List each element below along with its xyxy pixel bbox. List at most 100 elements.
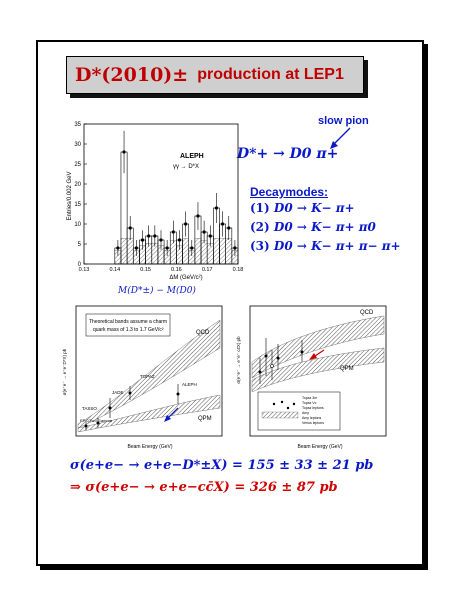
decaymode-1-formula: D0 → K− π+	[273, 201, 355, 215]
histogram-ytick-label: 25	[74, 162, 81, 168]
result-ccbar: ⇒ σ(e+e− → e+e−cc̄X) = 326 ± 87 pb	[70, 480, 338, 495]
plot-left-note-line1: Theoretical bands assume a charm	[89, 319, 167, 325]
decaymode-3: (3) D0 → K− π+ π− π+	[250, 239, 401, 253]
histogram-xtick-label: 0.17	[202, 267, 213, 273]
plot-right-legend-1: Topaz Vc	[302, 401, 317, 405]
plot-right-points	[258, 338, 304, 384]
histogram-background-bar	[213, 238, 220, 265]
histogram-point	[140, 238, 145, 242]
plot-left: Theoretical bands assume a charm quark m…	[62, 305, 223, 450]
decaymode-2-formula: D0 → K− π+ π0	[273, 220, 376, 234]
plot-right-frame	[249, 305, 387, 437]
plot-left-exp-topaz: TOPAZ	[140, 374, 155, 379]
slow-pion-label: slow pion	[318, 115, 369, 127]
histogram-point	[128, 226, 132, 230]
histogram-point	[177, 238, 182, 242]
plot-right-xlabel: Beam Energy (GeV)	[297, 444, 342, 450]
histogram-background-bar	[126, 238, 134, 265]
histogram-xtick-label: 0.13	[79, 267, 90, 273]
decaymode-3-num: (3)	[250, 239, 270, 253]
histogram-background-bar	[200, 240, 208, 265]
plot-right-legend-3: Amy	[302, 411, 309, 415]
histogram-point	[159, 238, 163, 242]
slide	[36, 40, 424, 566]
histogram-background-bar	[219, 238, 226, 265]
plot-left-exp-aleph: ALEPH	[182, 382, 197, 387]
plot-right-legend-2: Topaz leptons	[302, 406, 324, 410]
histogram-xtick-label: 0.15	[140, 267, 151, 273]
decaymode-2: (2) D0 → K− π+ π0	[250, 220, 376, 234]
histogram-point	[221, 222, 225, 226]
histogram-ylabel: Entries/0.002 GeV	[67, 171, 73, 220]
histogram-xtick-label: 0.16	[171, 267, 182, 273]
histogram-background-bar	[120, 238, 128, 265]
histogram-ytick-label: 10	[74, 222, 81, 228]
slow-pion-arrow	[330, 127, 351, 149]
histogram-ytick-label: 5	[78, 242, 82, 248]
histogram-chart: 0 5 10 15 20 25 30 35 0.13 0.14 0.15 0.16 0.17 0.18 A…	[67, 122, 244, 281]
plot-left-qpm-label: QPM	[198, 416, 212, 422]
histogram-point	[214, 206, 219, 210]
histogram-point	[227, 226, 231, 230]
histogram-point	[153, 234, 157, 238]
histogram-point	[202, 230, 206, 234]
histogram-xtick-label: 0.18	[233, 267, 244, 273]
histogram-xlabel: ΔM (GeV/c²)	[169, 275, 202, 281]
plot-left-ylabel: σ(e⁺e⁻ → e⁺e⁻D*X) pb	[62, 348, 67, 395]
histogram-point	[122, 150, 126, 154]
histogram-point	[165, 246, 169, 250]
histogram-ytick-label: 20	[74, 182, 81, 188]
decaymode-3-formula: D0 → K− π+ π− π+	[273, 239, 401, 253]
title-text: production at LEP1	[197, 66, 344, 83]
decay-chain: D*+ → D0 π+	[237, 146, 339, 162]
histogram-point	[196, 214, 200, 218]
histogram-ytick-label: 35	[74, 122, 81, 128]
histogram-point	[208, 234, 212, 238]
plot-left-exp-tasso: TASSO	[82, 406, 97, 411]
plot-right-legend-0: Topaz 3m	[302, 396, 317, 400]
histogram-point	[116, 246, 120, 250]
plot-right-qcd-label: QCD	[360, 310, 374, 316]
histogram-experiment: ALEPH	[180, 153, 204, 160]
plot-left-note-box	[85, 313, 171, 337]
plot-right-arrowhead	[309, 353, 317, 360]
histogram-ytick-label: 0	[78, 262, 82, 268]
plot-left-xlabel: Beam Energy (GeV)	[127, 444, 172, 450]
title-math: D*(2010)±	[75, 64, 189, 86]
plot-right: QCD QPM Topaz 3m Topaz Vc Topaz leptons …	[236, 305, 387, 450]
histogram-point	[171, 230, 175, 234]
histogram-point	[134, 246, 138, 250]
decaymodes-header: Decaymodes:	[250, 185, 329, 199]
plot-left-frame	[75, 305, 223, 437]
decaymode-1-num: (1)	[250, 201, 270, 215]
plot-right-qpm-label: QPM	[340, 366, 354, 372]
result-dstar: σ(e+e− → e+e−D*±X) = 155 ± 33 ± 21 pb	[70, 458, 374, 473]
plot-right-qpm-band	[251, 347, 385, 393]
plot-left-note-line2: quark mass of 1.3 to 1.7 GeV/c²	[93, 327, 164, 333]
plot-left-exp-epc: EPC/Two Gamma	[80, 418, 113, 423]
histogram-process: γγ → D*X	[173, 164, 199, 170]
plot-left-exp-jade: JADE	[112, 390, 124, 395]
plot-left-qcd-band	[77, 319, 221, 429]
title-box: D*(2010)± production at LEP1	[66, 56, 364, 94]
plot-left-arrowhead	[164, 415, 171, 422]
decaymode-2-num: (2)	[250, 220, 270, 234]
histogram-ytick-label: 30	[74, 142, 81, 148]
histogram-point	[233, 246, 237, 250]
histogram-point	[147, 234, 151, 238]
histogram-point	[190, 246, 194, 250]
histogram-background-bar	[194, 238, 202, 265]
histogram-background-bar	[170, 240, 177, 265]
plot-right-inset: Topaz 3m Topaz Vc Topaz leptons Amy Amy …	[257, 391, 341, 431]
histogram-background-bar	[225, 238, 232, 265]
histogram-ytick-label: 15	[74, 202, 81, 208]
histogram-caption: M(D*±) − M(D0)	[118, 286, 196, 296]
histogram-point	[184, 222, 188, 226]
plot-right-ylabel: σ(e⁺e⁻ → e⁺e⁻ cc̄X) pb	[236, 336, 241, 384]
histogram-background-bar	[182, 238, 189, 265]
plot-right-legend-4: Amy leptons	[302, 416, 322, 420]
plot-left-points	[84, 384, 180, 430]
plot-left-qcd-label: QCD	[196, 330, 210, 336]
histogram-xtick-label: 0.14	[109, 267, 120, 273]
plot-left-qpm-band	[77, 394, 221, 433]
